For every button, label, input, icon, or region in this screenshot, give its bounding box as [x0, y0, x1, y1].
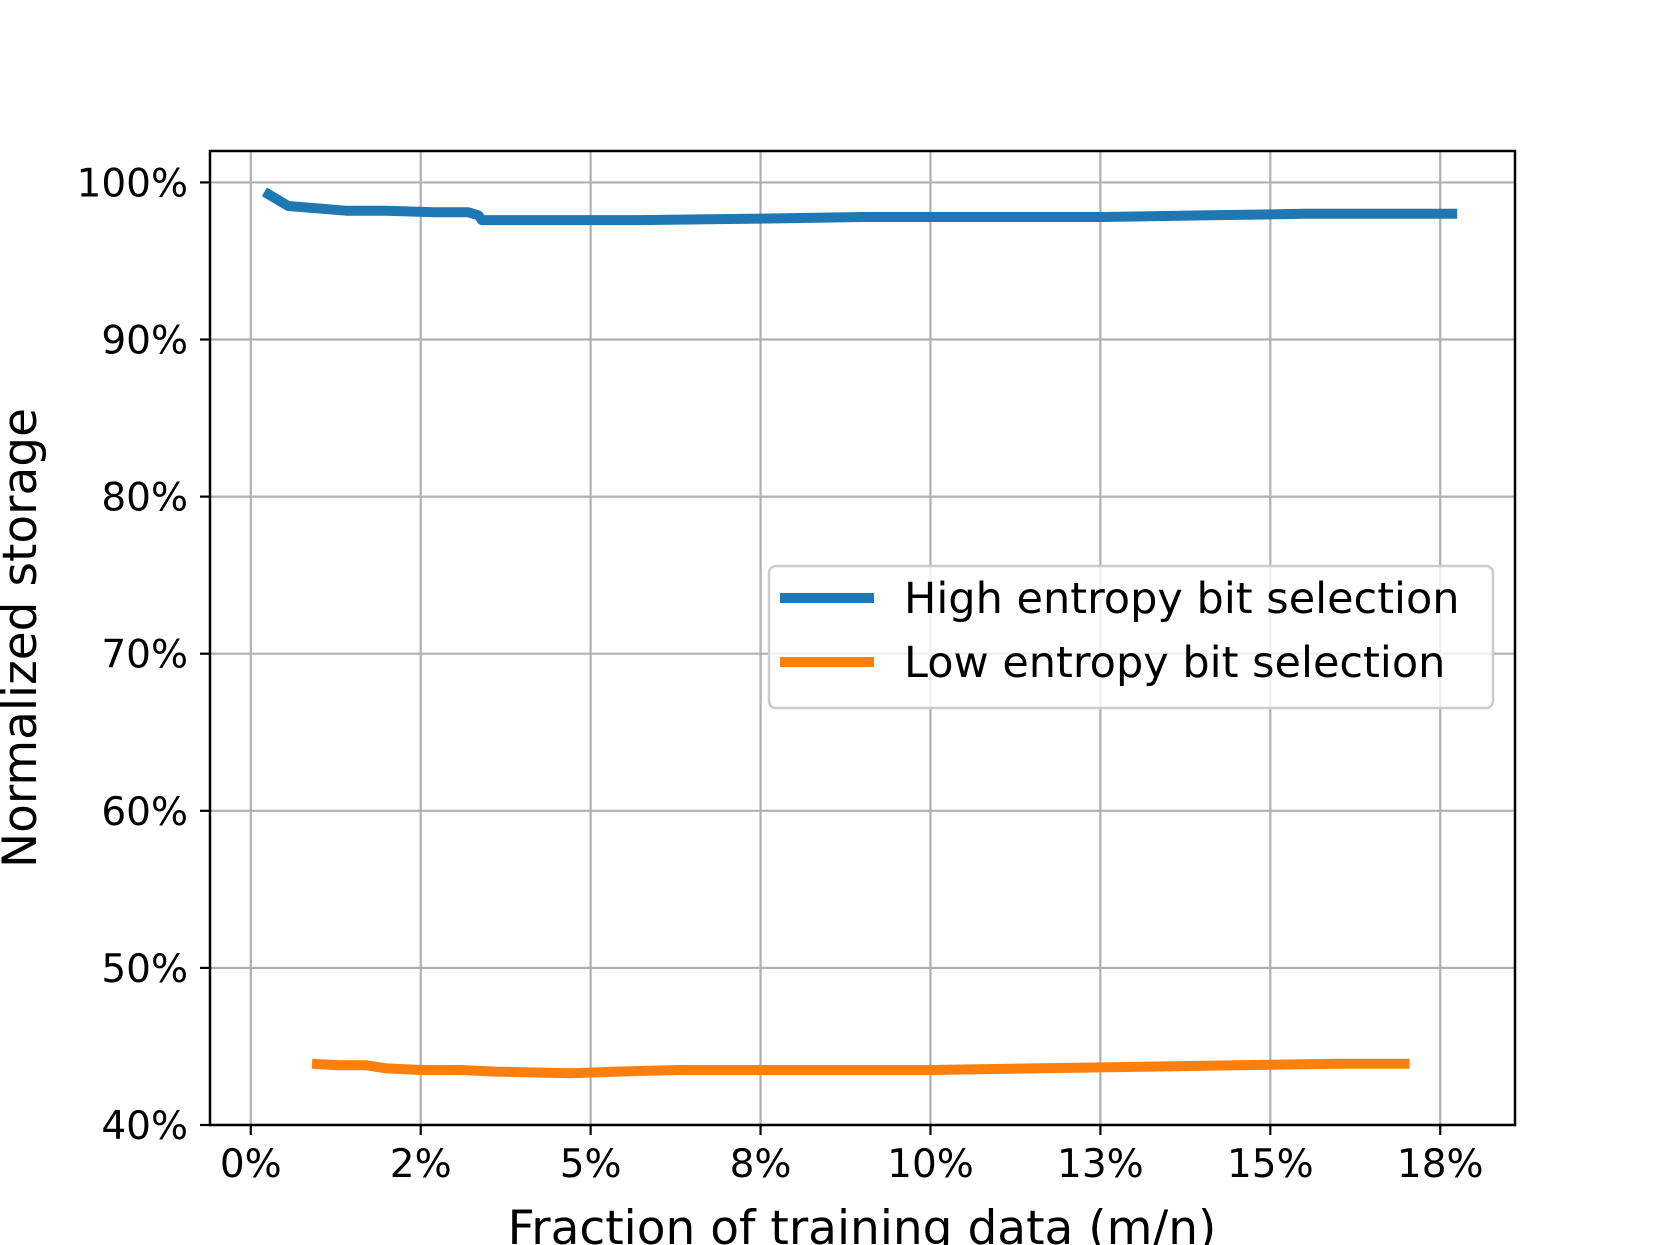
x-tick-label: 10% [887, 1142, 974, 1187]
x-tick-label: 18% [1397, 1142, 1484, 1187]
legend-label-high-entropy: High entropy bit selection [904, 574, 1460, 624]
y-tick-label: 100% [77, 161, 189, 206]
x-tick-label: 13% [1057, 1142, 1144, 1187]
x-axis-label: Fraction of training data (m/n) [508, 1201, 1217, 1245]
series-lines [261, 187, 1458, 1079]
plot-frame [208, 149, 1517, 1127]
legend: High entropy bit selection Low entropy bi… [767, 564, 1495, 710]
legend-label-low-entropy: Low entropy bit selection [904, 638, 1445, 688]
y-tick-label: 40% [101, 1104, 188, 1149]
y-tick-label: 80% [101, 476, 188, 521]
y-tick-label: 60% [101, 790, 188, 835]
y-tick-label: 70% [101, 633, 188, 678]
x-tick-label: 2% [390, 1142, 452, 1187]
y-tick-label: 50% [101, 947, 188, 992]
legend-box [767, 564, 1495, 710]
y-axis-label: Normalized storage [0, 408, 48, 868]
y-tick-label: 90% [101, 319, 188, 364]
axis-ticks: 0% 2% 5% 8% 10% 13% 15% 18% 40% 50% 60% 70% 80% 90% 10… [77, 161, 1484, 1187]
x-tick-label: 5% [560, 1142, 622, 1187]
series-line-high-entropy [261, 187, 1458, 226]
x-tick-label: 0% [220, 1142, 282, 1187]
series-line-low-entropy [311, 1058, 1410, 1079]
x-tick-label: 8% [730, 1142, 792, 1187]
x-tick-label: 15% [1227, 1142, 1314, 1187]
